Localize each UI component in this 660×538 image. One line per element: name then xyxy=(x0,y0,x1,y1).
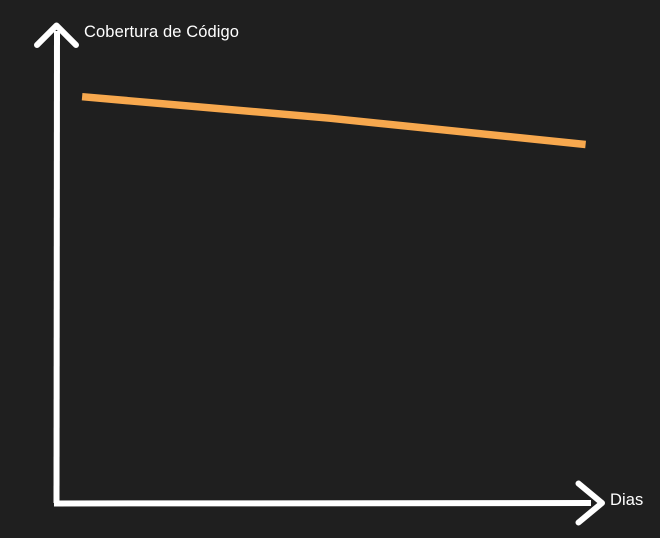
x-axis-line xyxy=(53,500,592,507)
y-axis-label: Cobertura de Código xyxy=(84,23,240,41)
coverage-trend-line xyxy=(81,92,586,149)
x-axis-label: Dias xyxy=(610,491,644,509)
x-axis-arrowhead-icon xyxy=(575,480,605,526)
y-axis-arrowhead-icon xyxy=(34,22,79,48)
y-axis-line xyxy=(53,30,60,504)
